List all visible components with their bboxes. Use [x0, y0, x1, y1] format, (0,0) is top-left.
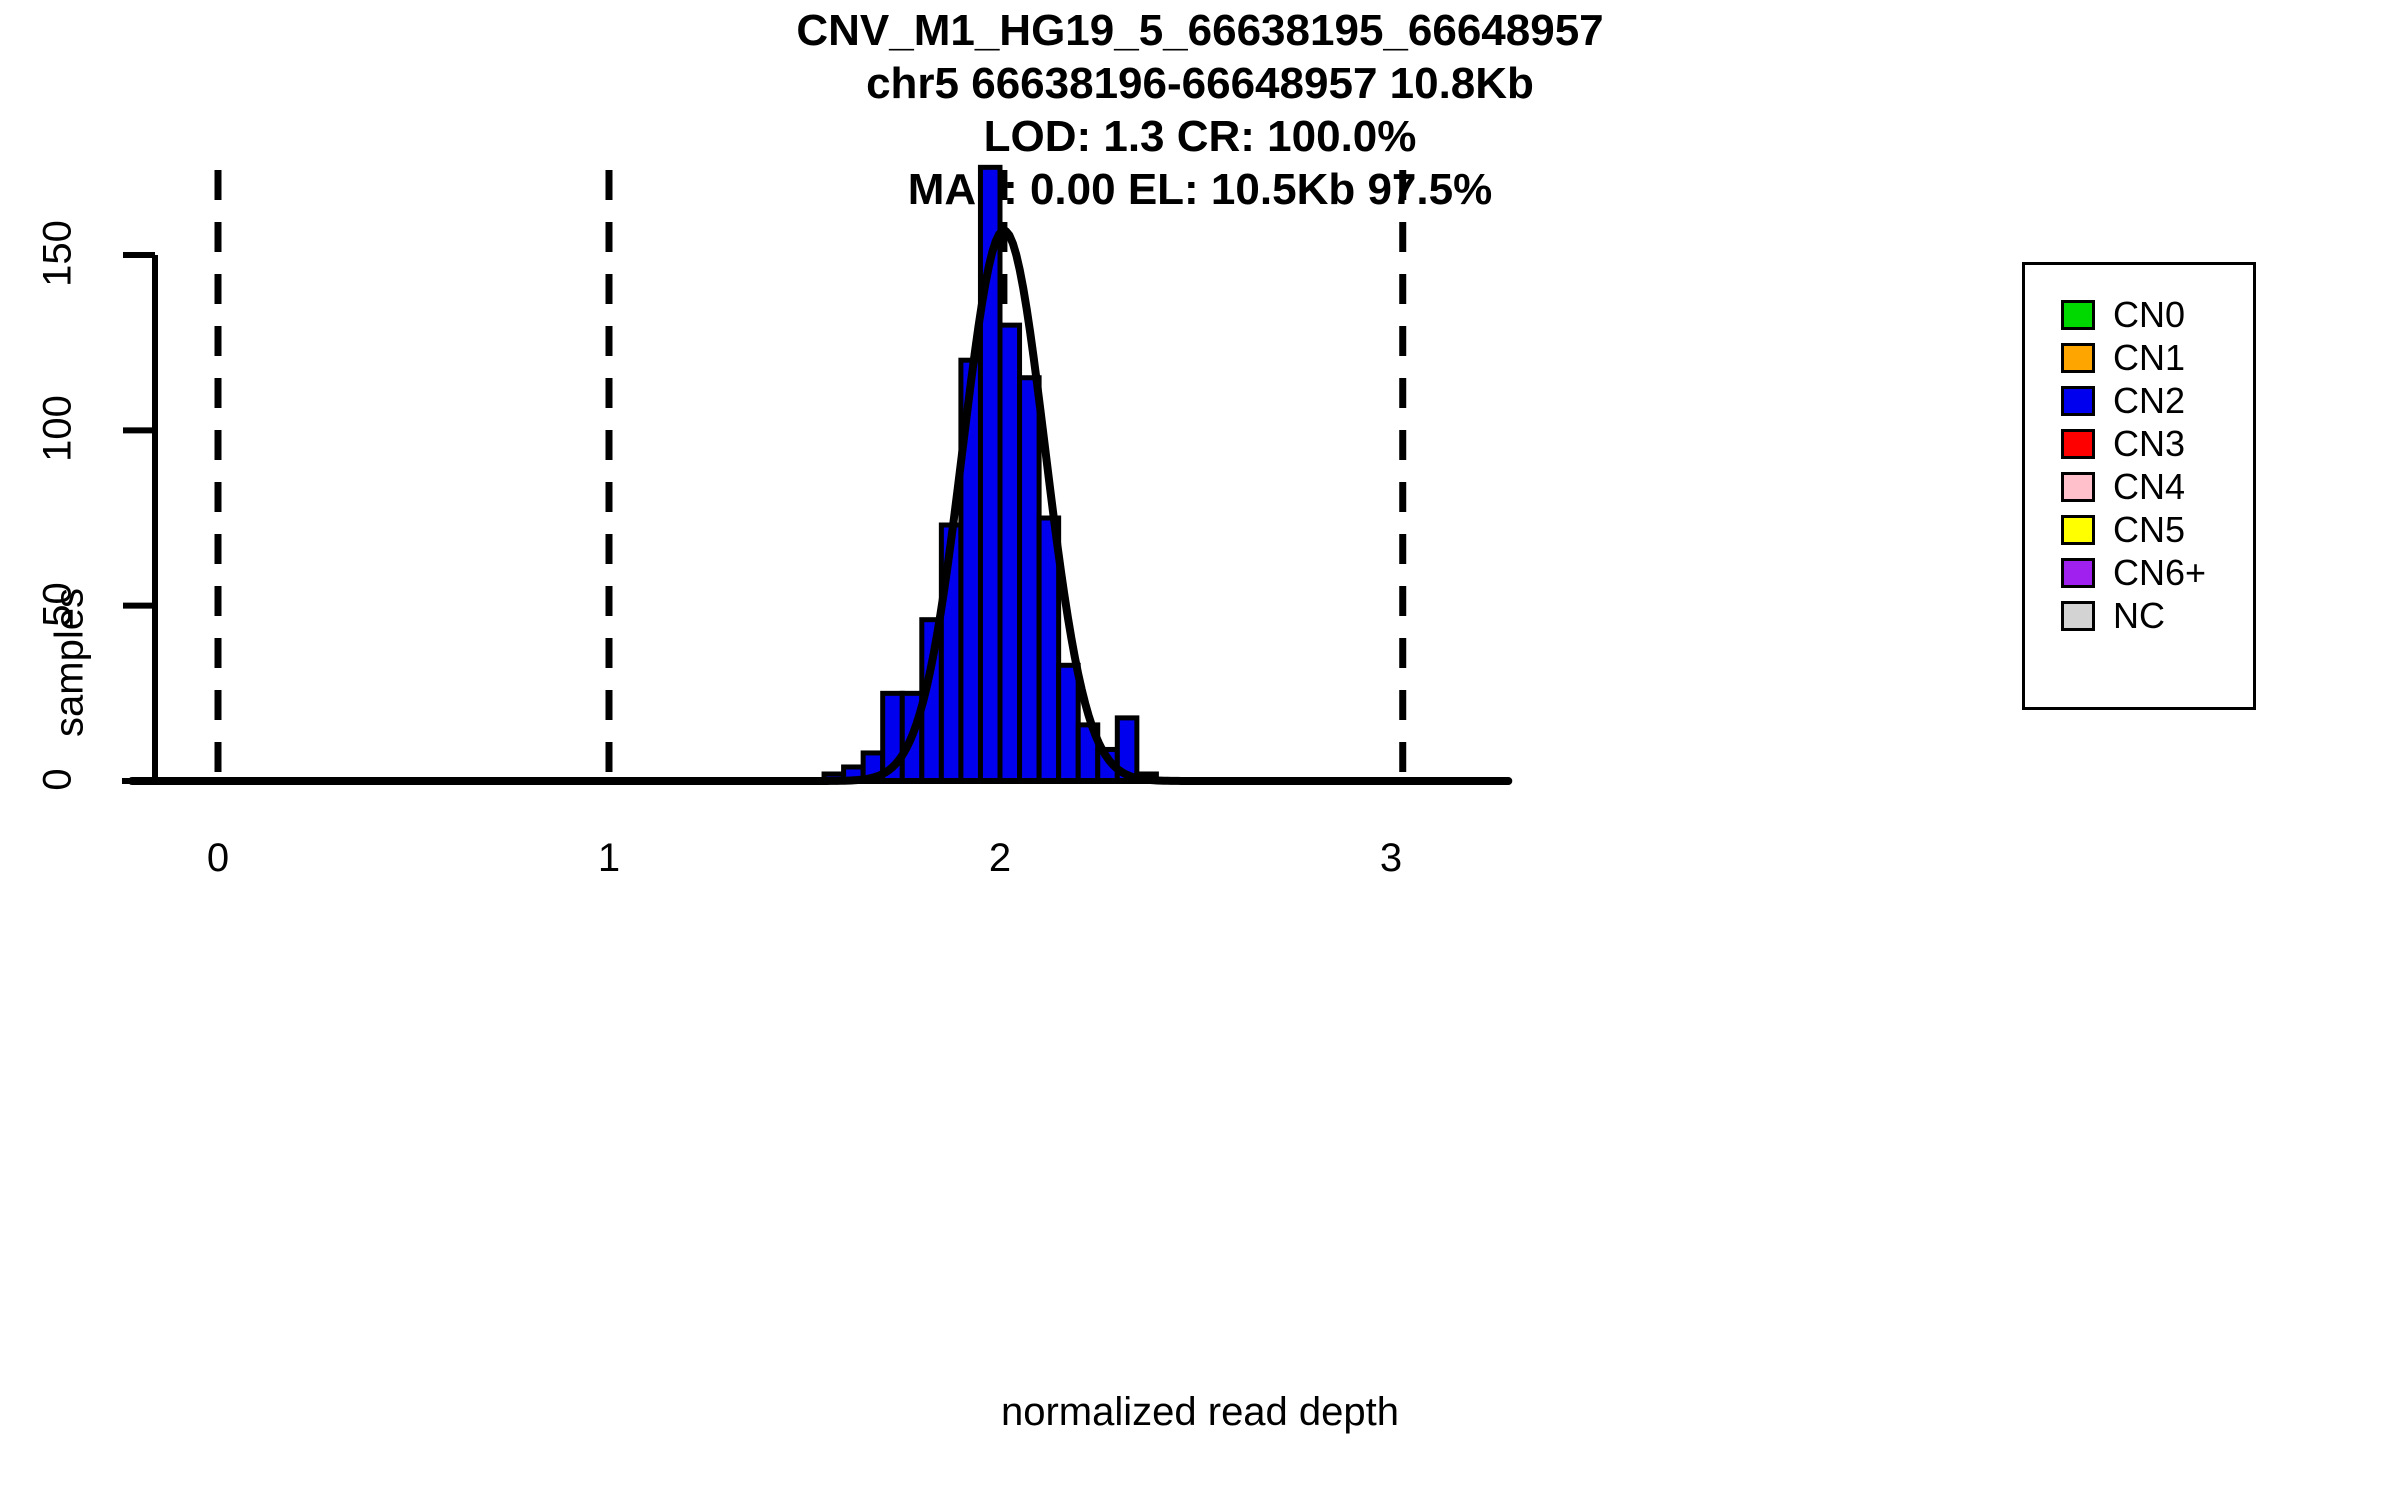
- legend-swatch-icon: [2061, 471, 2095, 502]
- legend-swatch-icon: [2061, 514, 2095, 545]
- legend-item-label: CN1: [2113, 336, 2186, 378]
- legend-item-cn0[interactable]: CN0: [2061, 293, 2206, 336]
- legend-swatch-icon: [2061, 342, 2095, 373]
- x-tick-label: 2: [988, 836, 1012, 880]
- chart-title-line-2: chr5 66638196-66648957 10.8Kb: [866, 59, 1534, 108]
- legend-item-label: CN2: [2113, 379, 2186, 421]
- legend-item-nc[interactable]: NC: [2061, 594, 2206, 637]
- legend-item-cn1[interactable]: CN1: [2061, 336, 2206, 379]
- histogram-bar: [1056, 662, 1081, 784]
- legend-swatch-icon: [2061, 428, 2095, 459]
- chart-title-block: CNV_M1_HG19_5_66638195_66648957 chr5 666…: [0, 4, 2400, 216]
- legend-item-label: CN6+: [2113, 551, 2207, 593]
- histogram-bar: [1017, 375, 1042, 784]
- threshold-dashed-lines: [214, 170, 1407, 781]
- density-curve: [127, 226, 1513, 785]
- legend-item-label: CN5: [2113, 508, 2186, 550]
- y-tick-label: 150: [35, 220, 80, 287]
- legend-item-cn5[interactable]: CN5: [2061, 508, 2206, 551]
- legend-items: CN0 CN1 CN2 CN3 CN4 CN5 CN6+ NC: [2061, 293, 2206, 637]
- x-tick-label: 0: [206, 836, 230, 880]
- x-axis-title: normalized read depth: [1000, 1390, 1400, 1434]
- legend-item-label: CN4: [2113, 465, 2186, 507]
- chart-title-line-3: LOD: 1.3 CR: 100.0%: [983, 112, 1417, 161]
- legend-item-cn2[interactable]: CN2: [2061, 379, 2206, 422]
- legend-item-cn4[interactable]: CN4: [2061, 465, 2206, 508]
- axis-lines: [121, 252, 1509, 784]
- y-tick-label: 100: [35, 395, 80, 463]
- x-tick-label: 3: [1379, 836, 1403, 880]
- legend-swatch-icon: [2061, 299, 2095, 330]
- legend-item-label: CN3: [2113, 422, 2186, 464]
- y-tick-label: 50: [35, 581, 80, 627]
- histogram-bar: [997, 322, 1023, 784]
- y-tick-label: 0: [35, 768, 80, 791]
- chart-title-line-1: CNV_M1_HG19_5_66638195_66648957: [796, 6, 1604, 55]
- legend: CN0 CN1 CN2 CN3 CN4 CN5 CN6+ NC: [2022, 262, 2256, 710]
- normal-density-curve: [127, 226, 1513, 785]
- legend-swatch-icon: [2061, 600, 2095, 631]
- legend-swatch-icon: [2061, 557, 2095, 588]
- legend-item-cn3[interactable]: CN3: [2061, 422, 2206, 465]
- legend-item-cn6plus[interactable]: CN6+: [2061, 551, 2206, 594]
- legend-swatch-icon: [2061, 385, 2095, 416]
- legend-item-label: NC: [2113, 594, 2165, 636]
- legend-item-label: CN0: [2113, 293, 2186, 335]
- x-tick-label: 1: [597, 836, 621, 880]
